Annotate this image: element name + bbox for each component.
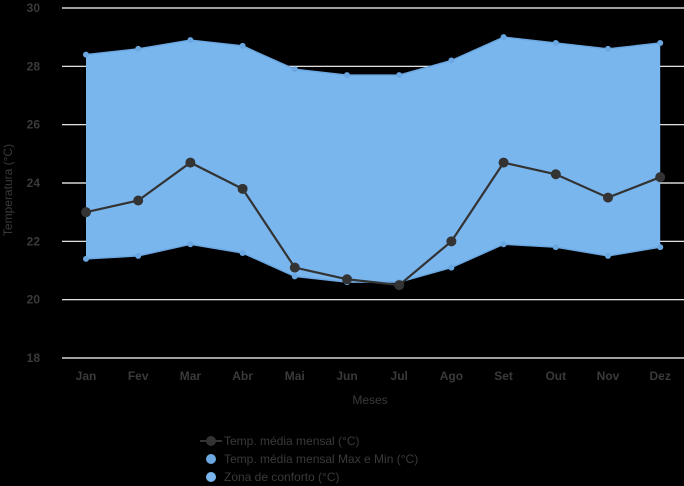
max-point [605, 45, 611, 52]
x-tick-label: Set [494, 369, 513, 383]
legend-label-mean: Temp. média mensal (°C) [224, 434, 360, 448]
x-tick-label: Abr [232, 369, 253, 383]
x-tick-label: Nov [597, 369, 620, 383]
min-point [448, 264, 455, 271]
mean-temperature-point [185, 157, 196, 168]
mean-temperature-point [394, 280, 405, 291]
max-temperature-edge [85, 36, 661, 76]
y-tick-label: 18 [27, 351, 41, 365]
max-point [344, 72, 350, 79]
max-point [657, 40, 664, 46]
y-tick-label: 26 [27, 118, 41, 132]
mean-temperature-series [81, 157, 666, 291]
x-tick-label: Fev [128, 369, 149, 383]
max-point [552, 40, 559, 46]
x-tick-label: Ago [440, 369, 463, 383]
mean-temperature-point [655, 172, 666, 183]
comfort-zone-area [83, 34, 664, 286]
min-point [135, 252, 142, 259]
mean-temperature-point [446, 236, 457, 247]
y-tick-label: 22 [27, 234, 41, 248]
max-point [500, 34, 507, 41]
min-point [83, 255, 89, 262]
mean-temperature-point [81, 207, 91, 218]
mean-temperature-point [342, 274, 352, 285]
y-tick-label: 20 [27, 293, 41, 307]
min-point [500, 241, 507, 248]
min-point [657, 244, 664, 251]
legend-item-comfort: Zona de conforto (°C) [198, 468, 498, 486]
mean-temperature-point [550, 169, 561, 180]
y-axis-ticks: 18 20 22 24 26 28 30 [27, 1, 41, 365]
mean-temperature-point [237, 183, 248, 194]
x-axis-ticks: Jan Fev Mar Abr Mai Jun Jul Ago Set Out Nov Dez [76, 369, 671, 383]
max-point [448, 57, 455, 64]
mean-temperature-point [603, 192, 613, 203]
x-tick-label: Jan [76, 369, 97, 383]
x-tick-label: Out [545, 369, 566, 383]
mean-temperature-point [133, 195, 144, 206]
x-tick-label: Dez [650, 369, 671, 383]
legend-label-comfort: Zona de conforto (°C) [224, 470, 340, 484]
x-tick-label: Mai [285, 369, 305, 383]
x-tick-label: Mar [180, 369, 202, 383]
max-point [396, 72, 403, 79]
min-point [605, 252, 611, 259]
comfort-zone-band [86, 37, 661, 283]
y-tick-label: 24 [27, 176, 41, 190]
x-tick-label: Jun [336, 369, 357, 383]
min-point [239, 250, 246, 256]
legend-label-maxmin: Temp. média mensal Max e Min (°C) [224, 452, 419, 466]
legend-item-mean: Temp. média mensal (°C) [198, 432, 498, 450]
y-tick-label: 28 [27, 59, 41, 73]
legend-item-maxmin: Temp. média mensal Max e Min (°C) [198, 450, 498, 468]
legend: Temp. média mensal (°C) Temp. média mens… [198, 432, 498, 486]
mean-temperature-point [289, 262, 300, 273]
line-marker-icon [198, 434, 224, 448]
min-point [552, 244, 559, 251]
y-tick-label: 30 [27, 1, 41, 15]
max-point [83, 51, 89, 58]
mean-temperature-line [85, 161, 661, 287]
mean-temperature-point [498, 157, 509, 168]
min-point [291, 273, 298, 280]
y-axis-title: Temperatura (°C) [1, 144, 15, 236]
x-axis-title: Meses [352, 393, 387, 407]
circle-marker-icon [198, 452, 224, 466]
max-point [239, 42, 246, 49]
max-point [291, 66, 298, 73]
circle-marker-icon [198, 470, 224, 484]
max-point [187, 37, 194, 44]
min-point [187, 241, 194, 248]
max-point [135, 45, 142, 52]
x-tick-label: Jul [391, 369, 408, 383]
